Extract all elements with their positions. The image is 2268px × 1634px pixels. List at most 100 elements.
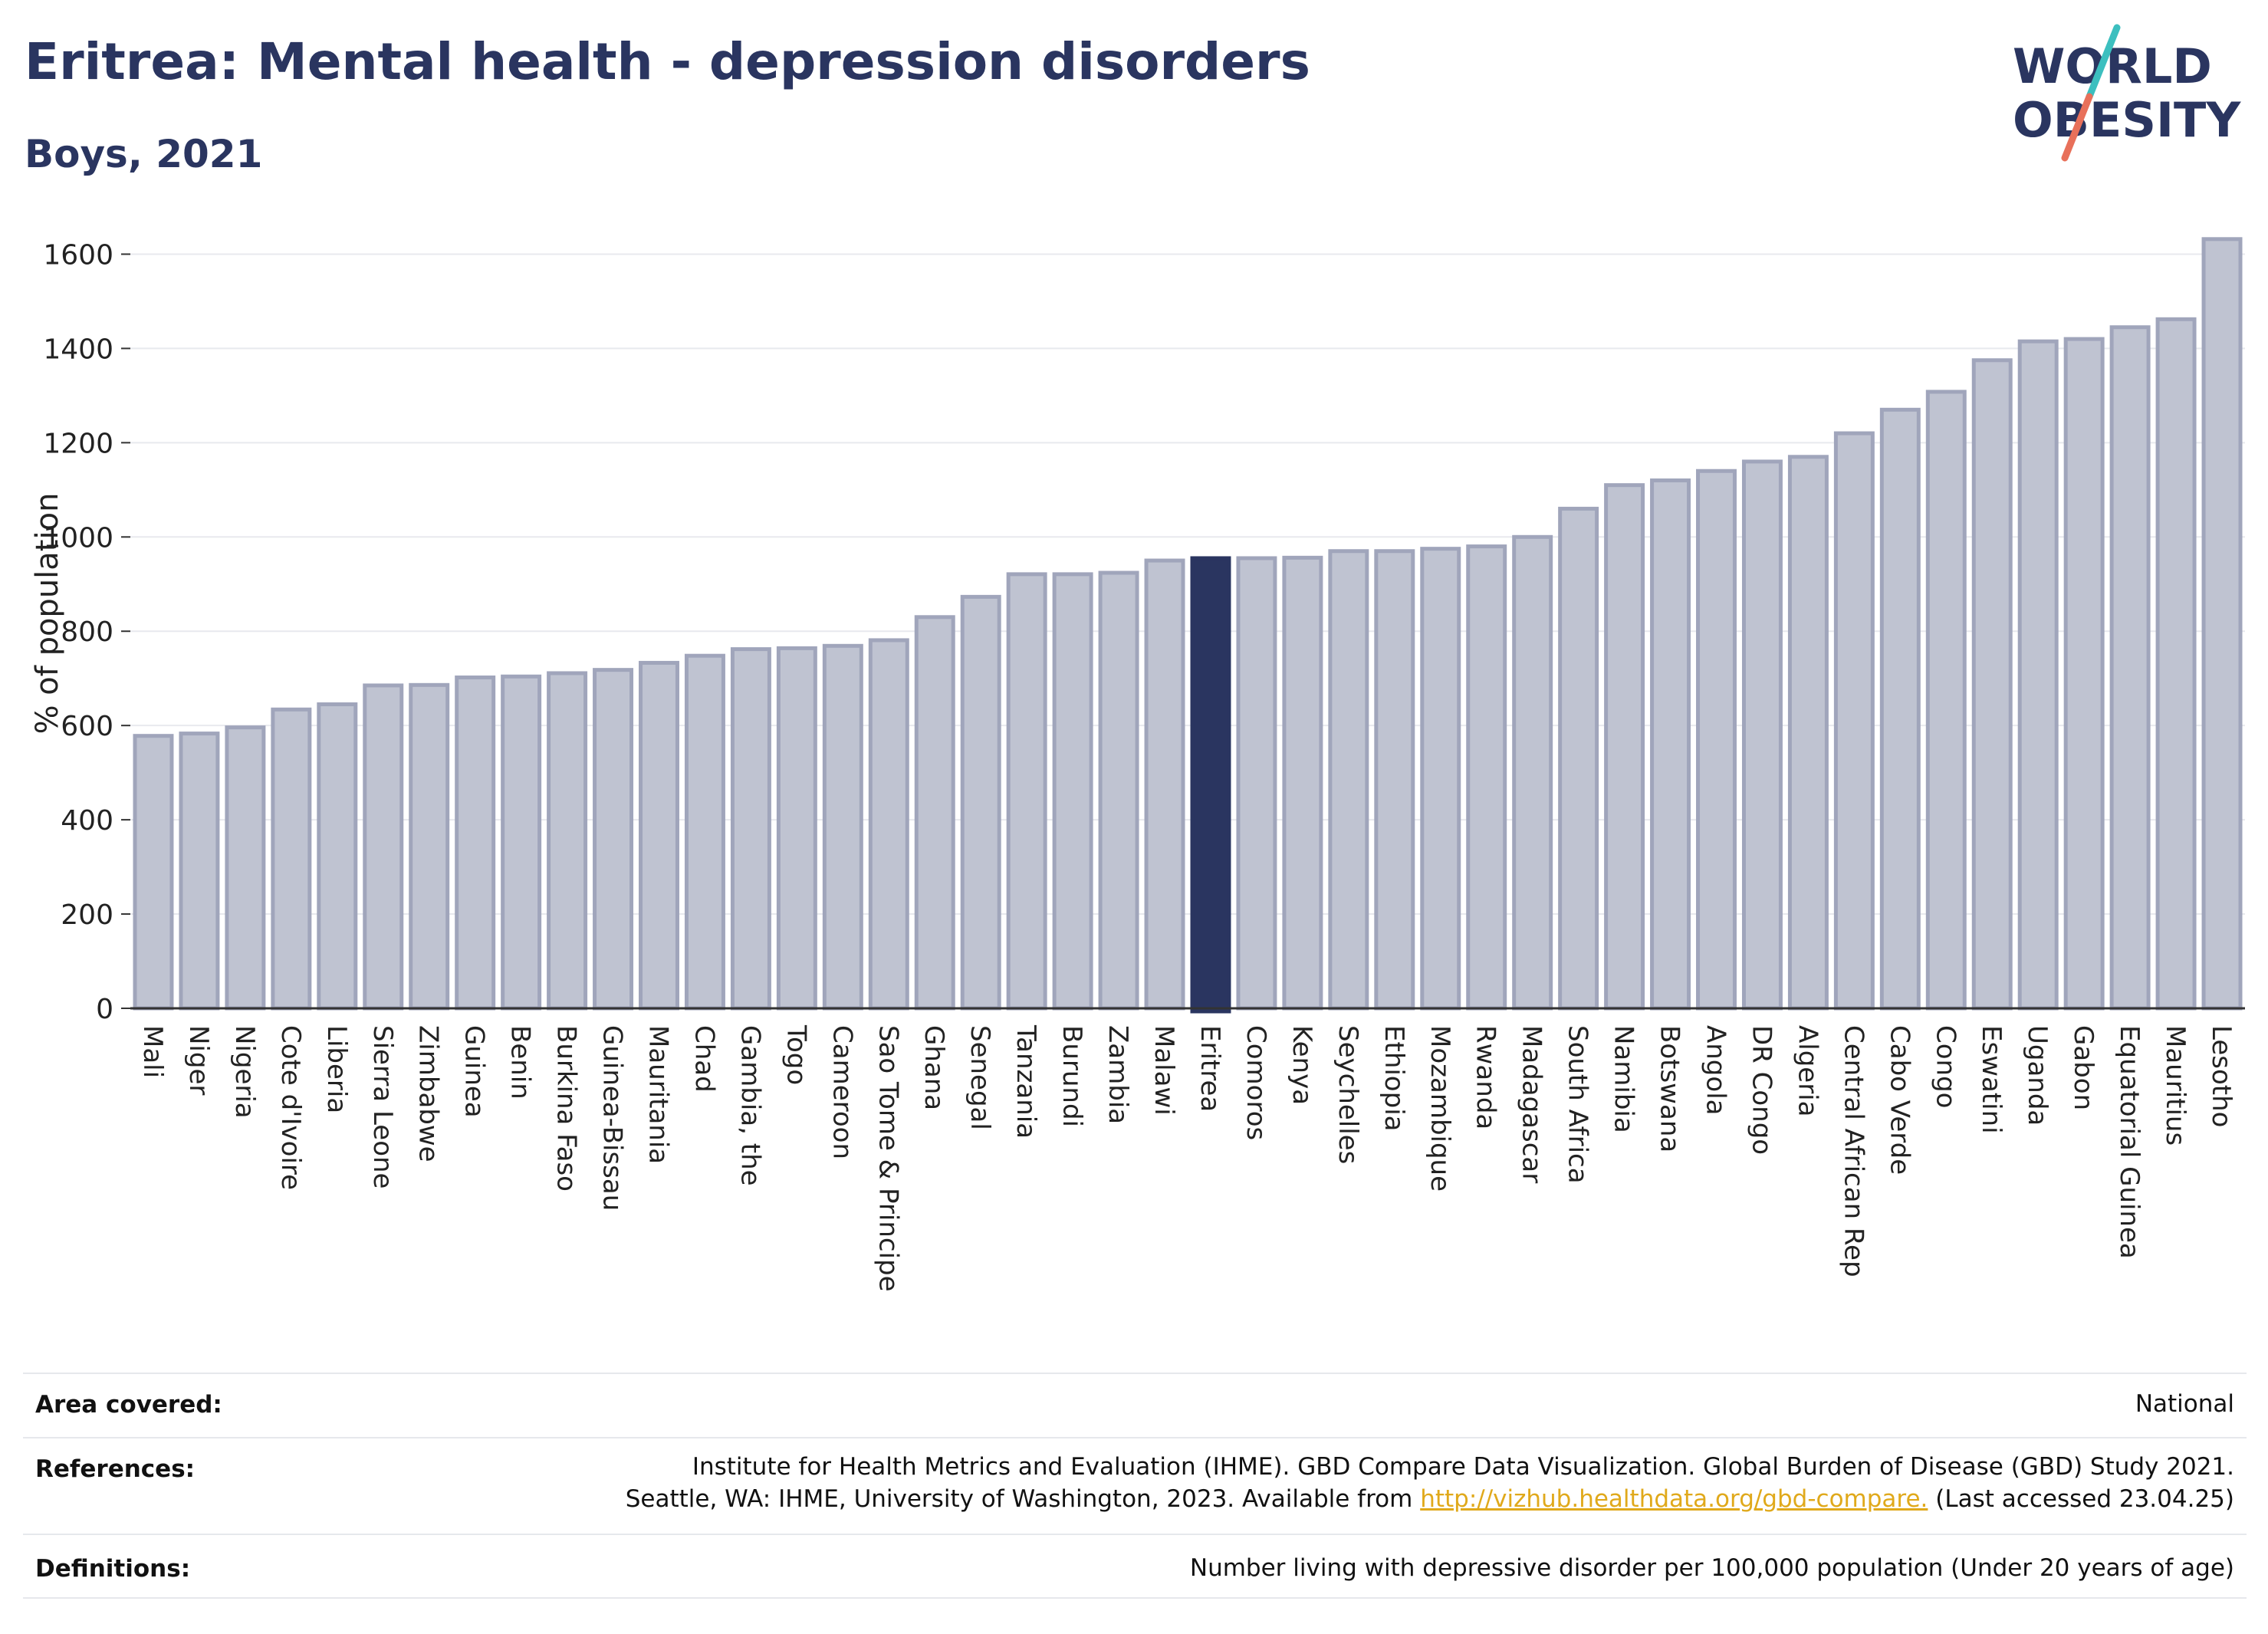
bar-comoros — [1236, 556, 1277, 1011]
x-tick-label: Eritrea — [1195, 1025, 1225, 1112]
bar-mauritius — [2155, 317, 2197, 1011]
chart-title: Eritrea: Mental health - depression diso… — [25, 32, 1310, 91]
bar-malawi — [1144, 558, 1185, 1011]
references-line2: Seattle, WA: IHME, University of Washing… — [626, 1483, 2234, 1515]
bar-nigeria — [225, 725, 266, 1011]
x-tick-label: Gabon — [2068, 1025, 2099, 1110]
x-tick-label: Niger — [183, 1025, 214, 1095]
references-line1: Institute for Health Metrics and Evaluat… — [692, 1453, 2234, 1481]
bar-cameroon — [822, 643, 863, 1011]
bar-gambia-the — [730, 647, 771, 1011]
x-tick-label: Mali — [137, 1025, 168, 1078]
bar-zambia — [1098, 570, 1139, 1011]
bar-ghana — [914, 615, 955, 1011]
y-axis: 0 200 400 600 800 1000 1200 1400 1600 — [43, 239, 130, 1025]
x-tick-label: Congo — [1930, 1025, 1961, 1108]
world-obesity-logo: WORLD OBESITY — [2013, 24, 2241, 162]
bar-eritrea — [1190, 556, 1231, 1014]
x-axis: Mali Niger Nigeria Cote d'Ivoire Liberia Sier… — [130, 1007, 2245, 1292]
references-line2-post: (Last accessed 23.04.25) — [1928, 1485, 2234, 1513]
x-tick-label: Sierra Leone — [367, 1025, 398, 1189]
references-line2-pre: Seattle, WA: IHME, University of Washing… — [625, 1485, 1421, 1513]
bar-liberia — [317, 702, 358, 1011]
x-tick-label: Angola — [1701, 1025, 1731, 1115]
x-tick-label: Gambia, the — [735, 1025, 765, 1186]
bar-cabo-verde — [1879, 407, 1921, 1011]
bar-cote-d-ivoire — [271, 707, 312, 1011]
bar-angola — [1696, 469, 1737, 1011]
bottom-divider — [23, 1597, 2247, 1599]
x-tick-label: Ethiopia — [1379, 1025, 1409, 1131]
bar-zimbabwe — [409, 682, 450, 1011]
x-tick-label: Namibia — [1609, 1025, 1639, 1133]
definitions-label: Definitions: — [35, 1555, 191, 1583]
y-tick-label: 1000 — [43, 522, 113, 554]
chart-subtitle: Boys, 2021 — [25, 132, 263, 176]
y-tick-label: 1600 — [43, 239, 113, 271]
x-tick-label: Madagascar — [1517, 1025, 1547, 1183]
x-tick-label: Liberia — [321, 1025, 352, 1113]
x-tick-label: Lesotho — [2206, 1025, 2237, 1127]
info-table: Area covered: National References: Insti… — [23, 1373, 2247, 1599]
bar-namibia — [1604, 483, 1645, 1011]
x-tick-label: Cote d'Ivoire — [275, 1025, 306, 1190]
bar-mauritania — [639, 660, 679, 1011]
y-tick-label: 1400 — [43, 334, 113, 365]
y-tick-label: 600 — [61, 711, 113, 742]
x-tick-label: Cameroon — [827, 1025, 857, 1159]
bar-tanzania — [1006, 572, 1047, 1011]
bar-ethiopia — [1374, 549, 1415, 1011]
info-row-area: Area covered: National — [23, 1373, 2247, 1437]
bar-dr-congo — [1741, 459, 1783, 1011]
bar-botswana — [1650, 478, 1691, 1011]
x-tick-label: Guinea-Bissau — [597, 1025, 628, 1211]
x-tick-label: Tanzania — [1011, 1024, 1041, 1139]
x-tick-label: South Africa — [1563, 1025, 1593, 1184]
y-tick-label: 400 — [61, 805, 113, 837]
bar-senegal — [960, 594, 1001, 1011]
bar-seychelles — [1328, 549, 1369, 1011]
y-tick-label: 200 — [61, 899, 113, 931]
info-row-definitions: Definitions: Number living with depressi… — [23, 1534, 2247, 1599]
bar-rwanda — [1466, 544, 1507, 1011]
y-tick-label: 0 — [96, 994, 113, 1025]
x-tick-label: Equatorial Guinea — [2114, 1025, 2145, 1259]
y-tick-label: 1200 — [43, 428, 113, 459]
x-tick-label: Central African Rep — [1838, 1025, 1869, 1277]
x-tick-label: Mozambique — [1425, 1025, 1455, 1192]
bar-chad — [684, 653, 725, 1011]
y-tick-label: 800 — [61, 616, 113, 648]
references-link[interactable]: http://vizhub.healthdata.org/gbd-compare… — [1420, 1485, 1928, 1513]
x-tick-label: Benin — [505, 1025, 536, 1100]
x-tick-label: Rwanda — [1471, 1025, 1501, 1129]
bar-mali — [133, 734, 174, 1011]
x-tick-label: Botswana — [1655, 1025, 1685, 1152]
x-tick-label: DR Congo — [1746, 1025, 1777, 1155]
x-tick-label: Burundi — [1057, 1025, 1087, 1127]
bar-madagascar — [1512, 534, 1553, 1011]
bar-sao-tome-principe — [868, 638, 909, 1011]
x-tick-label: Guinea — [459, 1025, 490, 1118]
x-tick-label: Eswatini — [1976, 1025, 2007, 1134]
x-tick-label: Togo — [781, 1024, 811, 1085]
x-tick-label: Comoros — [1241, 1025, 1271, 1140]
x-tick-label: Cabo Verde — [1884, 1025, 1915, 1175]
bar-gabon — [2063, 337, 2105, 1011]
bar-guinea — [455, 675, 496, 1011]
x-tick-label: Uganda — [2022, 1025, 2053, 1126]
info-row-references: References: Institute for Health Metrics… — [23, 1437, 2247, 1534]
x-tick-label: Algeria — [1792, 1025, 1823, 1116]
bar-burkina-faso — [547, 671, 588, 1011]
bar-sierra-leone — [363, 683, 404, 1011]
bar-eswatini — [1971, 358, 2013, 1011]
bar-kenya — [1282, 555, 1323, 1011]
bar-chart: 0 200 400 600 800 1000 1200 1400 1600 Mali Niger N… — [30, 237, 2245, 1292]
y-axis-label: % of population — [30, 493, 65, 735]
bar-guinea-bissau — [593, 668, 634, 1011]
x-tick-label: Seychelles — [1333, 1025, 1363, 1164]
definitions-value: Number living with depressive disorder p… — [1189, 1554, 2234, 1582]
bar-algeria — [1787, 455, 1829, 1011]
x-tick-label: Burkina Faso — [551, 1025, 582, 1192]
bar-south-africa — [1558, 506, 1599, 1011]
x-tick-label: Senegal — [965, 1025, 995, 1130]
